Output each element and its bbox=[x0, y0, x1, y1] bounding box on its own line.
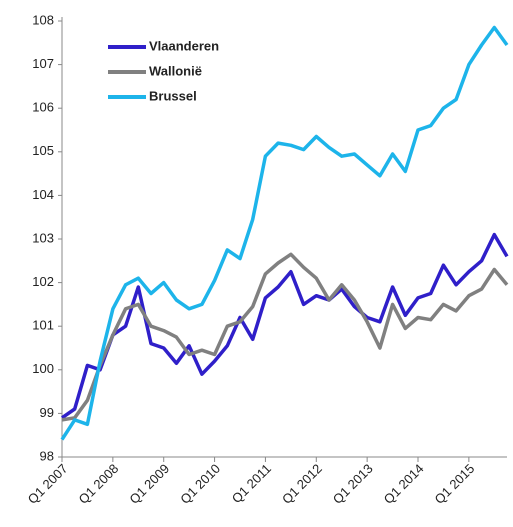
x-tick-label: Q1 2014 bbox=[381, 461, 427, 507]
y-tick-label: 102 bbox=[32, 274, 54, 289]
legend-text: Wallonië bbox=[149, 63, 202, 78]
x-tick-label: Q1 2009 bbox=[126, 461, 172, 507]
y-tick-label: 107 bbox=[32, 56, 54, 71]
x-tick-label: Q1 2011 bbox=[229, 461, 274, 506]
x-tick-label: Q1 2015 bbox=[432, 461, 478, 507]
y-tick-label: 104 bbox=[32, 187, 54, 202]
y-tick-label: 108 bbox=[32, 12, 54, 27]
y-tick-label: 106 bbox=[32, 100, 54, 115]
legend-text: Vlaanderen bbox=[149, 38, 219, 53]
y-tick-label: 98 bbox=[40, 448, 54, 463]
x-tick-label: Q1 2008 bbox=[76, 461, 122, 507]
x-tick-label: Q1 2007 bbox=[25, 461, 71, 507]
y-tick-label: 100 bbox=[32, 361, 54, 376]
series-line bbox=[61, 252, 509, 422]
series-line bbox=[61, 232, 509, 420]
legend-text: Brussel bbox=[149, 88, 197, 103]
y-tick-label: 101 bbox=[32, 318, 54, 333]
y-tick-label: 99 bbox=[40, 405, 54, 420]
y-tick-label: 105 bbox=[32, 143, 54, 158]
x-tick-label: Q1 2010 bbox=[177, 461, 223, 507]
series-line bbox=[60, 25, 509, 441]
x-tick-label: Q1 2013 bbox=[330, 461, 376, 507]
x-tick-label: Q1 2012 bbox=[279, 461, 325, 507]
y-tick-label: 103 bbox=[32, 230, 54, 245]
